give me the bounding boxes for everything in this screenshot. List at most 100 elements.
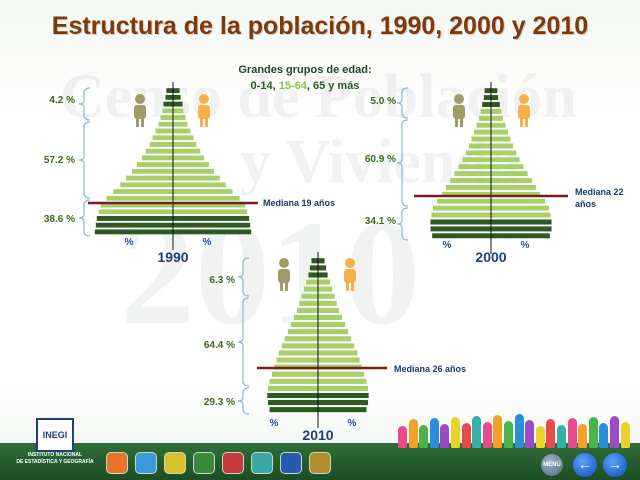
pyramid-1990-group-brace [78, 121, 91, 199]
map-icon[interactable] [280, 452, 302, 474]
crowd-person-icon [451, 417, 460, 448]
pyramid-2000-group-label: 60.9 % [365, 154, 396, 165]
person-icon[interactable] [135, 452, 157, 474]
crowd-person-icon [620, 422, 630, 448]
pyramid-2000-group-label: 5.0 % [370, 96, 396, 107]
crowd-person-icon [610, 416, 619, 448]
crowd-person-icon [525, 420, 535, 448]
pyramid-2000-median-label: Mediana 22 [575, 187, 624, 197]
crowd-person-icon [440, 424, 450, 448]
pyramid-2000-group-brace [396, 207, 409, 241]
pyramid-2010-group-label: 64.4 % [204, 340, 235, 351]
pyramid-2000-man-icon-leg-l [455, 118, 458, 127]
pyramid-2010-man-icon-leg-l [280, 282, 283, 291]
pyramid-2000-group-brace [396, 87, 409, 119]
legend-group-0-14: 0-14 [250, 80, 273, 92]
inegi-org-name: INSTITUTO NACIONAL DE ESTADÍSTICA Y GEOGR… [16, 452, 94, 465]
pyramid-1990-axis-pct-left: % [125, 237, 134, 248]
previous-arrow-button[interactable]: ← [573, 453, 597, 477]
legend-group-15-64: 15-64 [278, 80, 307, 92]
crowd-person-icon [461, 423, 471, 448]
crowd-person-icon [567, 418, 577, 448]
pyramid-2000-man-icon-head [454, 94, 464, 104]
section-nav-icons [106, 452, 338, 479]
inegi-logo[interactable]: INEGI [36, 418, 74, 452]
crowd-person-icon [419, 425, 429, 448]
legend-heading: Grandes grupos de edad: [238, 64, 372, 76]
next-arrow-button[interactable]: → [603, 453, 627, 477]
pyramid-1990-group-label: 38.6 % [44, 214, 75, 225]
pyramid-2000-axis-pct-left: % [443, 240, 452, 251]
pyramid-2000-group-label: 34.1 % [365, 216, 396, 227]
pyramid-1990-man-icon-leg-r [141, 118, 144, 127]
document-icon[interactable] [309, 452, 331, 474]
pyramid-2010-group-brace [237, 257, 250, 297]
pyramid-2010-group-brace [237, 387, 250, 415]
pyramid-1990-year-label: 1990 [157, 249, 188, 265]
pyramid-2010-group-label: 6.3 % [209, 275, 235, 286]
pyramid-2010-woman-icon-leg-l [346, 282, 349, 291]
pyramid-2000-woman-icon-body [518, 105, 530, 119]
pyramid-2010-axis-pct-right: % [348, 418, 357, 429]
pyramid-1990-median-label: Mediana 19 años [263, 198, 335, 208]
crowd-person-icon [546, 419, 556, 448]
pyramid-2000-woman-icon-head [519, 94, 529, 104]
pyramid-1990-man-icon-body [134, 105, 146, 119]
pyramid-1990-woman-icon-leg-r [205, 118, 208, 127]
pyramid-2010-woman-icon-leg-r [351, 282, 354, 291]
crowd-person-icon [578, 424, 588, 448]
pyramid-1990-man-icon-leg-l [136, 118, 139, 127]
pyramid-2010-man-icon-head [279, 258, 289, 268]
crowd-illustration [398, 412, 634, 448]
pyramid-2000-axis-pct-right: % [521, 240, 530, 251]
crowd-person-icon [429, 418, 439, 448]
pyramid-2010-median-label: Mediana 26 años [394, 364, 466, 374]
crowd-person-icon [482, 422, 492, 448]
pyramid-1990-man-icon-head [135, 94, 145, 104]
pyramid-2000-woman-icon-leg-r [525, 118, 528, 127]
group-icon[interactable] [164, 452, 186, 474]
pyramid-1990-woman-icon-body [198, 105, 210, 119]
crowd-person-icon [514, 414, 524, 448]
building-icon[interactable] [251, 452, 273, 474]
crowd-person-icon [588, 417, 598, 448]
pyramid-2000-year-label: 2000 [475, 249, 506, 265]
pyramid-2010-group-brace [237, 297, 250, 387]
page-title: Estructura de la población, 1990, 2000 y… [51, 12, 589, 40]
legend-group-65-plus: 65 y más [312, 80, 360, 92]
crowd-person-icon [535, 426, 545, 448]
people-icon[interactable] [106, 452, 128, 474]
pyramid-1990-group-brace [78, 87, 91, 121]
pyramid-1990-woman-icon-leg-l [200, 118, 203, 127]
pyramid-1990-group-brace [78, 199, 91, 237]
crowd-person-icon [599, 423, 609, 448]
pyramid-2000-man-icon-leg-r [460, 118, 463, 127]
pyramid-2010-axis-pct-left: % [270, 418, 279, 429]
pyramid-2010-man-icon-leg-r [285, 282, 288, 291]
crowd-person-icon [398, 426, 407, 448]
pyramid-2010-woman-icon-body [344, 269, 356, 283]
pyramid-2010-year-label: 2010 [302, 427, 333, 443]
pyramid-2000-man-icon-body [453, 105, 465, 119]
pyramid-1990-group-label: 4.2 % [49, 95, 75, 106]
pyramid-2000-woman-icon-leg-l [520, 118, 523, 127]
crowd-person-icon [472, 416, 482, 448]
pyramid-2010-group-label: 29.3 % [204, 397, 235, 408]
pyramid-1990-group-label: 57.2 % [44, 155, 75, 166]
pyramid-1990-woman-icon-head [199, 94, 209, 104]
age-group-legend: Grandes grupos de edad: 0-14, 15-64, 65 … [200, 62, 410, 94]
pyramid-2000-median-label: años [575, 199, 596, 209]
crowd-person-icon [557, 425, 566, 448]
pyramid-2010-woman-icon-head [345, 258, 355, 268]
crowd-person-icon [493, 415, 503, 448]
pyramid-2010-man-icon-body [278, 269, 290, 283]
crowd-person-icon [504, 421, 513, 448]
menu-button[interactable]: MENÚ [541, 454, 563, 476]
pyramid-2000-group-brace [396, 119, 409, 207]
family-icon[interactable] [193, 452, 215, 474]
pyramid-1990-axis-pct-right: % [203, 237, 212, 248]
house-icon[interactable] [222, 452, 244, 474]
crowd-person-icon [408, 419, 418, 448]
